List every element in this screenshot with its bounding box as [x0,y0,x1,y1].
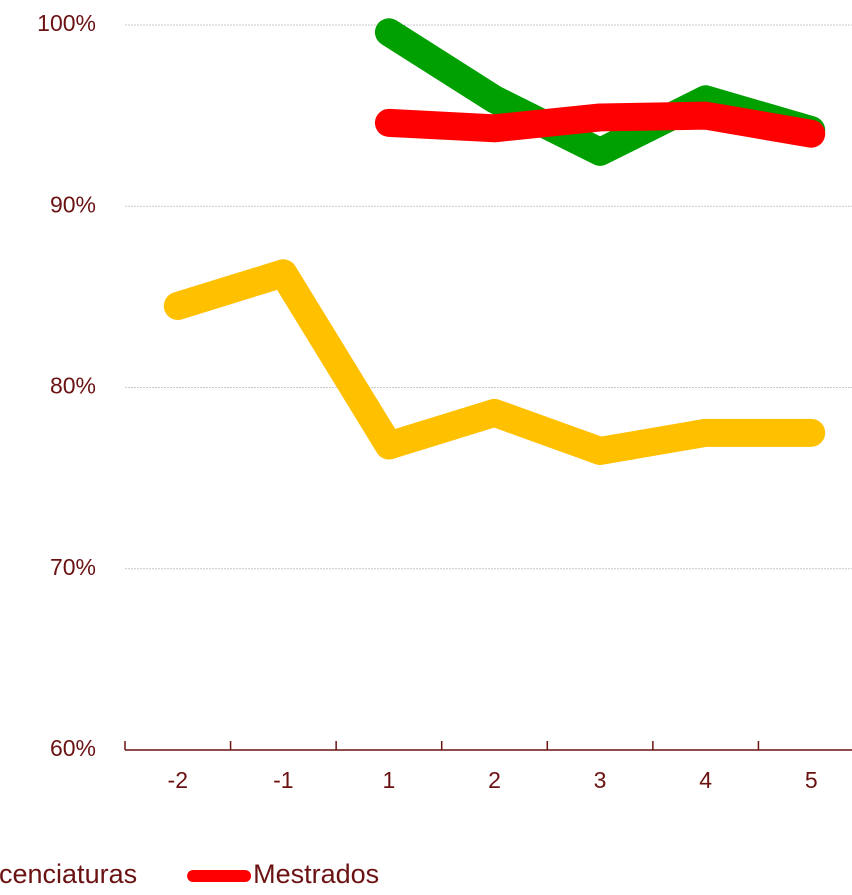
x-tick-label: 1 [383,767,396,793]
y-tick-label: 60% [50,735,96,761]
x-tick-label: 4 [699,767,712,793]
legend-label: Mestrados [253,859,379,889]
series-line [374,101,826,148]
legend-label: Licenciaturas [0,859,137,889]
x-tick-label: 2 [488,767,501,793]
x-tick-label: -2 [168,767,188,793]
y-tick-label: 70% [50,554,96,580]
series-line [163,259,826,465]
y-tick-label: 80% [50,373,96,399]
y-tick-label: 90% [50,191,96,217]
x-tick-label: 3 [594,767,607,793]
y-tick-label: 100% [37,10,96,36]
x-tick-label: -1 [273,767,293,793]
x-tick-label: 5 [805,767,818,793]
